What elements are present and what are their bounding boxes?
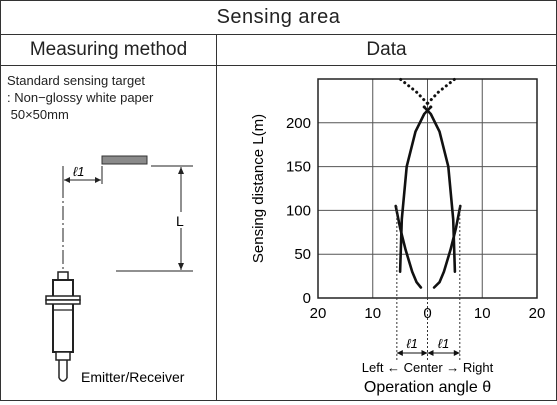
L-label-bg — [174, 212, 188, 228]
y-tick-label: 100 — [286, 202, 311, 219]
y-tick-label: 0 — [303, 290, 311, 307]
table-title-text: Sensing area — [216, 6, 341, 28]
sensing-curve-0 — [394, 204, 423, 289]
y-tick-label: 150 — [286, 159, 311, 176]
l1-marker-right: ℓ1 — [438, 336, 449, 351]
x-tick-label: 10 — [474, 305, 491, 322]
sensing-curve-1 — [398, 105, 433, 273]
L-arrow-bottom — [178, 263, 184, 270]
measuring-diagram: ℓ1 L Emitter/Receiver — [45, 155, 193, 385]
L-arrow-top — [178, 167, 184, 174]
data-heading-text: Data — [366, 39, 407, 60]
l1-arrowhead-0 — [421, 350, 428, 356]
table-title: Sensing area — [1, 1, 556, 35]
sensing-target-description: Standard sensing target : Non−glossy whi… — [7, 72, 153, 123]
y-tick-label: 50 — [294, 246, 311, 263]
l1-arrow-left — [64, 177, 70, 183]
x-tick-label: 20 — [310, 305, 327, 322]
direction-label: Left ← Center → Right — [362, 360, 494, 375]
target-line-2: : Non−glossy white paper — [7, 90, 154, 105]
L-label: L — [176, 213, 184, 229]
l1-arrowhead-2 — [396, 350, 403, 356]
x-tick-label: 20 — [529, 305, 546, 322]
emitter-receiver-sensor — [45, 271, 81, 382]
measuring-method-panel: Standard sensing target : Non−glossy whi… — [1, 66, 217, 400]
sensing-curve-4 — [398, 77, 433, 109]
x-tick-label: 10 — [364, 305, 381, 322]
x-tick-label: 0 — [423, 305, 431, 322]
measuring-method-heading-text: Measuring method — [29, 39, 188, 60]
target-line-1: Standard sensing target — [7, 73, 146, 88]
l1-marker-left: ℓ1 — [406, 336, 417, 351]
l1-arrow-right — [95, 177, 101, 183]
sensing-curve-5 — [422, 77, 457, 109]
data-heading: Data — [217, 35, 556, 66]
sensing-curve-3 — [422, 105, 457, 273]
sensing-target — [101, 155, 148, 165]
l1-arrowhead-3 — [453, 350, 460, 356]
sensing-curve-2 — [432, 204, 462, 289]
x-axis-label: Operation angle θ — [364, 379, 491, 396]
device-label: Emitter/Receiver — [81, 369, 185, 385]
y-tick-label: 200 — [286, 115, 311, 132]
target-line-3: 50×50mm — [10, 107, 69, 122]
data-panel: 20 10 0 10 20 0 50 100 150 200 Sensing distance L(… — [217, 66, 556, 400]
y-axis-label: Sensing distance L(m) — [250, 114, 267, 263]
l1-label: ℓ1 — [73, 164, 84, 179]
measuring-method-heading: Measuring method — [1, 35, 217, 66]
l1-arrowhead-1 — [427, 350, 434, 356]
